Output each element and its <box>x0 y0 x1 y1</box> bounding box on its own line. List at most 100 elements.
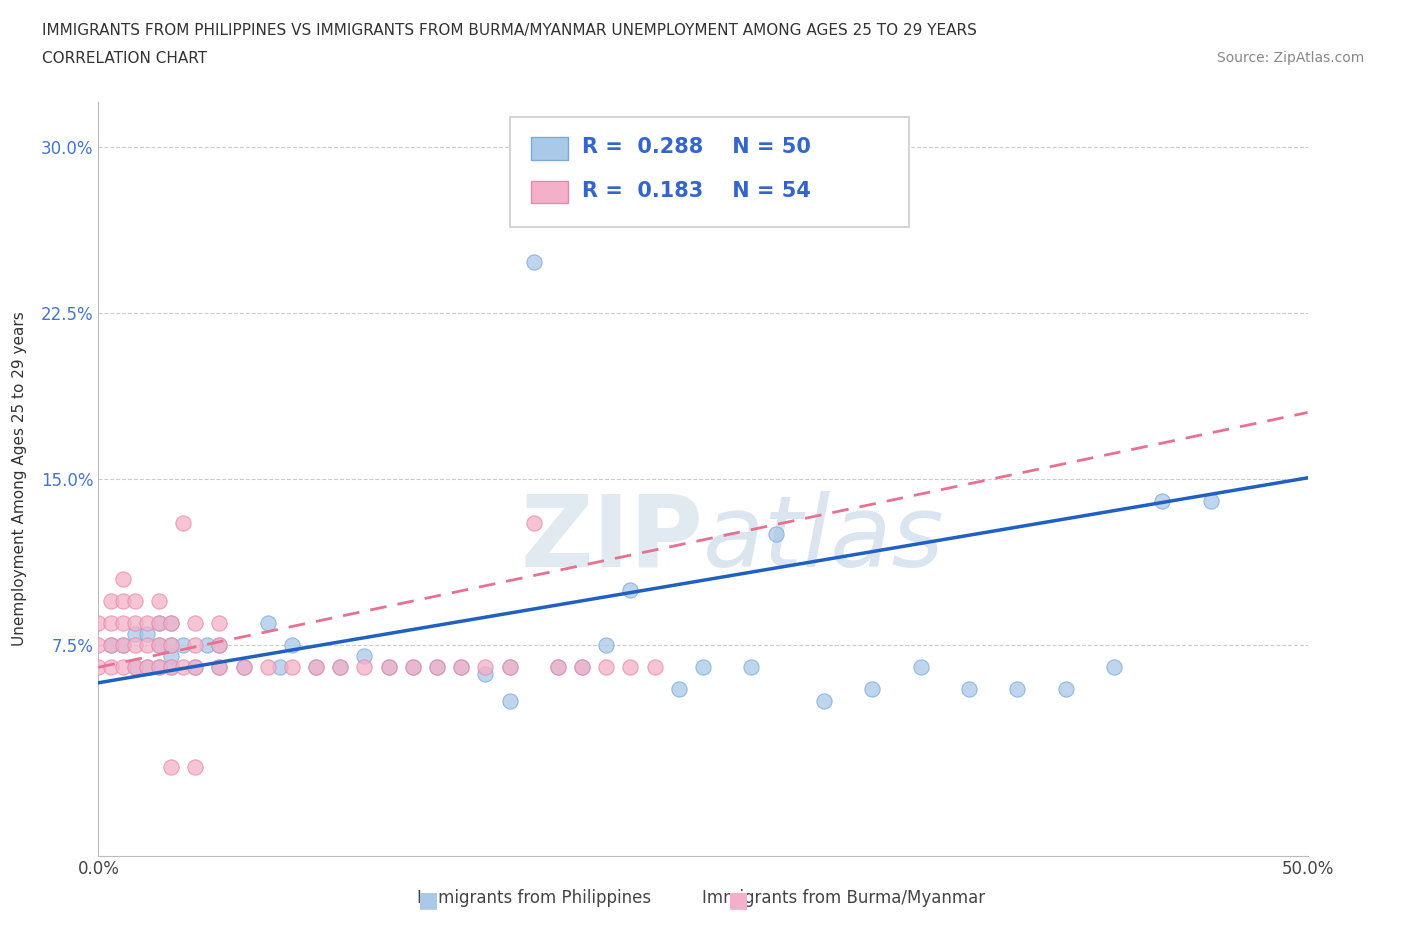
Point <box>765 527 787 542</box>
Text: ■: ■ <box>419 890 439 910</box>
Point <box>402 660 425 675</box>
Point <box>124 660 146 675</box>
Point <box>87 660 110 675</box>
Text: ■: ■ <box>728 890 748 910</box>
Point <box>208 638 231 653</box>
Point <box>111 660 134 675</box>
Point <box>148 660 170 675</box>
Point <box>1007 682 1029 697</box>
Point <box>329 660 352 675</box>
Point <box>172 660 194 675</box>
Point <box>100 616 122 631</box>
Point <box>111 616 134 631</box>
Point <box>160 660 183 675</box>
Text: Immigrants from Burma/Myanmar: Immigrants from Burma/Myanmar <box>702 889 986 907</box>
Text: atlas: atlas <box>703 491 945 588</box>
Point <box>124 627 146 642</box>
Point <box>111 638 134 653</box>
Text: R =  0.183    N = 54: R = 0.183 N = 54 <box>582 181 811 201</box>
Point <box>135 627 157 642</box>
Point <box>595 660 617 675</box>
Point <box>184 616 207 631</box>
Point <box>547 660 569 675</box>
Point <box>740 660 762 675</box>
Point <box>184 660 207 675</box>
Point <box>474 660 496 675</box>
Bar <box>531 137 568 160</box>
Point <box>498 660 520 675</box>
FancyBboxPatch shape <box>509 117 908 227</box>
Point <box>377 660 399 675</box>
Y-axis label: Unemployment Among Ages 25 to 29 years: Unemployment Among Ages 25 to 29 years <box>13 312 27 646</box>
Point <box>547 660 569 675</box>
Text: R =  0.288    N = 50: R = 0.288 N = 50 <box>582 138 811 157</box>
Point <box>160 616 183 631</box>
Bar <box>531 180 568 204</box>
Point <box>619 660 641 675</box>
Point <box>523 255 546 270</box>
Point <box>160 649 183 664</box>
Point <box>860 682 883 697</box>
Point <box>100 638 122 653</box>
Text: CORRELATION CHART: CORRELATION CHART <box>42 51 207 66</box>
Point <box>87 638 110 653</box>
Point <box>426 660 449 675</box>
Point <box>135 638 157 653</box>
Point <box>232 660 254 675</box>
Point <box>124 638 146 653</box>
Point <box>353 660 375 675</box>
Point <box>124 660 146 675</box>
Point <box>172 516 194 531</box>
Point <box>305 660 328 675</box>
Point <box>402 660 425 675</box>
Point <box>208 660 231 675</box>
Point <box>957 682 980 697</box>
Point <box>474 667 496 682</box>
Point <box>135 660 157 675</box>
Point <box>172 638 194 653</box>
Point <box>184 638 207 653</box>
Point <box>692 660 714 675</box>
Point <box>813 693 835 708</box>
Point <box>571 660 593 675</box>
Point <box>450 660 472 675</box>
Point <box>571 660 593 675</box>
Point <box>111 571 134 586</box>
Point <box>148 638 170 653</box>
Point <box>124 593 146 608</box>
Text: Immigrants from Philippines: Immigrants from Philippines <box>418 889 651 907</box>
Point <box>195 638 218 653</box>
Point <box>160 616 183 631</box>
Point <box>450 660 472 675</box>
Point <box>100 593 122 608</box>
Point <box>100 660 122 675</box>
Point <box>135 616 157 631</box>
Point <box>256 660 278 675</box>
Point <box>498 660 520 675</box>
Point <box>124 616 146 631</box>
Point <box>523 516 546 531</box>
Point <box>208 660 231 675</box>
Point <box>426 660 449 675</box>
Point <box>668 682 690 697</box>
Point <box>329 660 352 675</box>
Point <box>184 760 207 775</box>
Point <box>595 638 617 653</box>
Point <box>281 660 304 675</box>
Point <box>910 660 932 675</box>
Text: ZIP: ZIP <box>520 491 703 588</box>
Point <box>1054 682 1077 697</box>
Point <box>619 582 641 597</box>
Point <box>232 660 254 675</box>
Point <box>111 593 134 608</box>
Point <box>87 616 110 631</box>
Text: Source: ZipAtlas.com: Source: ZipAtlas.com <box>1216 51 1364 65</box>
Point <box>498 693 520 708</box>
Point <box>100 638 122 653</box>
Point <box>135 660 157 675</box>
Point <box>1199 494 1222 509</box>
Point <box>184 660 207 675</box>
Point <box>160 660 183 675</box>
Text: IMMIGRANTS FROM PHILIPPINES VS IMMIGRANTS FROM BURMA/MYANMAR UNEMPLOYMENT AMONG : IMMIGRANTS FROM PHILIPPINES VS IMMIGRANT… <box>42 23 977 38</box>
Point <box>644 660 666 675</box>
